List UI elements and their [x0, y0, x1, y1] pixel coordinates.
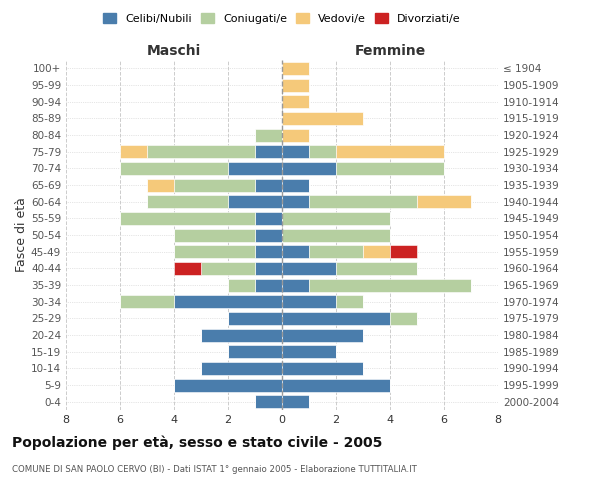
Bar	[255, 228, 282, 241]
Bar	[255, 178, 282, 192]
Bar	[309, 145, 336, 158]
Bar	[174, 295, 282, 308]
Bar	[282, 112, 363, 125]
Bar	[228, 162, 282, 175]
Bar	[282, 228, 390, 241]
Bar	[309, 245, 363, 258]
Bar	[282, 195, 309, 208]
Bar	[390, 245, 417, 258]
Bar	[120, 212, 255, 225]
Bar	[282, 212, 390, 225]
Bar	[120, 145, 147, 158]
Bar	[228, 278, 255, 291]
Bar	[201, 328, 282, 342]
Text: Popolazione per età, sesso e stato civile - 2005: Popolazione per età, sesso e stato civil…	[12, 435, 382, 450]
Bar	[282, 362, 363, 375]
Bar	[282, 95, 309, 108]
Bar	[174, 378, 282, 392]
Bar	[255, 395, 282, 408]
Bar	[309, 195, 417, 208]
Bar	[174, 228, 255, 241]
Bar	[282, 262, 336, 275]
Bar	[147, 178, 174, 192]
Legend: Celibi/Nubili, Coniugati/e, Vedovi/e, Divorziati/e: Celibi/Nubili, Coniugati/e, Vedovi/e, Di…	[103, 13, 461, 24]
Bar	[336, 262, 417, 275]
Bar	[120, 162, 228, 175]
Bar	[201, 362, 282, 375]
Bar	[255, 128, 282, 141]
Bar	[336, 145, 444, 158]
Bar	[147, 195, 228, 208]
Bar	[255, 245, 282, 258]
Bar	[282, 245, 309, 258]
Text: Maschi: Maschi	[147, 44, 201, 58]
Bar	[336, 162, 444, 175]
Bar	[282, 295, 336, 308]
Bar	[282, 278, 309, 291]
Bar	[147, 145, 255, 158]
Bar	[336, 295, 363, 308]
Bar	[174, 178, 255, 192]
Bar	[228, 345, 282, 358]
Text: Femmine: Femmine	[355, 44, 425, 58]
Bar	[174, 262, 201, 275]
Bar	[255, 278, 282, 291]
Text: COMUNE DI SAN PAOLO CERVO (BI) - Dati ISTAT 1° gennaio 2005 - Elaborazione TUTTI: COMUNE DI SAN PAOLO CERVO (BI) - Dati IS…	[12, 465, 417, 474]
Bar	[282, 312, 390, 325]
Bar	[282, 162, 336, 175]
Bar	[120, 295, 174, 308]
Bar	[255, 212, 282, 225]
Bar	[417, 195, 471, 208]
Bar	[228, 312, 282, 325]
Bar	[282, 378, 390, 392]
Bar	[282, 78, 309, 92]
Bar	[282, 62, 309, 75]
Bar	[201, 262, 255, 275]
Bar	[282, 328, 363, 342]
Bar	[174, 245, 255, 258]
Bar	[282, 128, 309, 141]
Bar	[282, 178, 309, 192]
Bar	[390, 312, 417, 325]
Bar	[255, 145, 282, 158]
Bar	[363, 245, 390, 258]
Bar	[228, 195, 282, 208]
Y-axis label: Fasce di età: Fasce di età	[15, 198, 28, 272]
Bar	[282, 395, 309, 408]
Bar	[255, 262, 282, 275]
Bar	[282, 145, 309, 158]
Bar	[282, 345, 336, 358]
Bar	[309, 278, 471, 291]
